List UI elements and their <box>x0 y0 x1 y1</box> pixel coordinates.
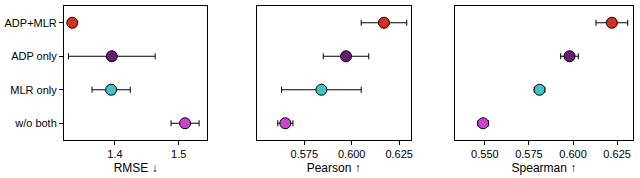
svg-text:RMSE ↓: RMSE ↓ <box>114 161 158 175</box>
svg-text:ADP only: ADP only <box>11 50 57 62</box>
svg-text:1.5: 1.5 <box>171 148 186 160</box>
svg-text:MLR only: MLR only <box>10 84 57 96</box>
svg-text:w/o both: w/o both <box>14 117 57 129</box>
svg-text:0.550: 0.550 <box>471 148 499 160</box>
svg-text:Spearman ↑: Spearman ↑ <box>512 161 577 175</box>
svg-text:0.600: 0.600 <box>338 148 366 160</box>
svg-text:0.625: 0.625 <box>385 148 413 160</box>
svg-text:ADP+MLR: ADP+MLR <box>5 17 57 29</box>
svg-text:0.600: 0.600 <box>559 148 587 160</box>
svg-text:0.575: 0.575 <box>515 148 543 160</box>
svg-text:Pearson ↑: Pearson ↑ <box>307 161 361 175</box>
svg-text:0.575: 0.575 <box>291 148 319 160</box>
svg-text:0.625: 0.625 <box>603 148 631 160</box>
svg-text:1.4: 1.4 <box>107 148 122 160</box>
